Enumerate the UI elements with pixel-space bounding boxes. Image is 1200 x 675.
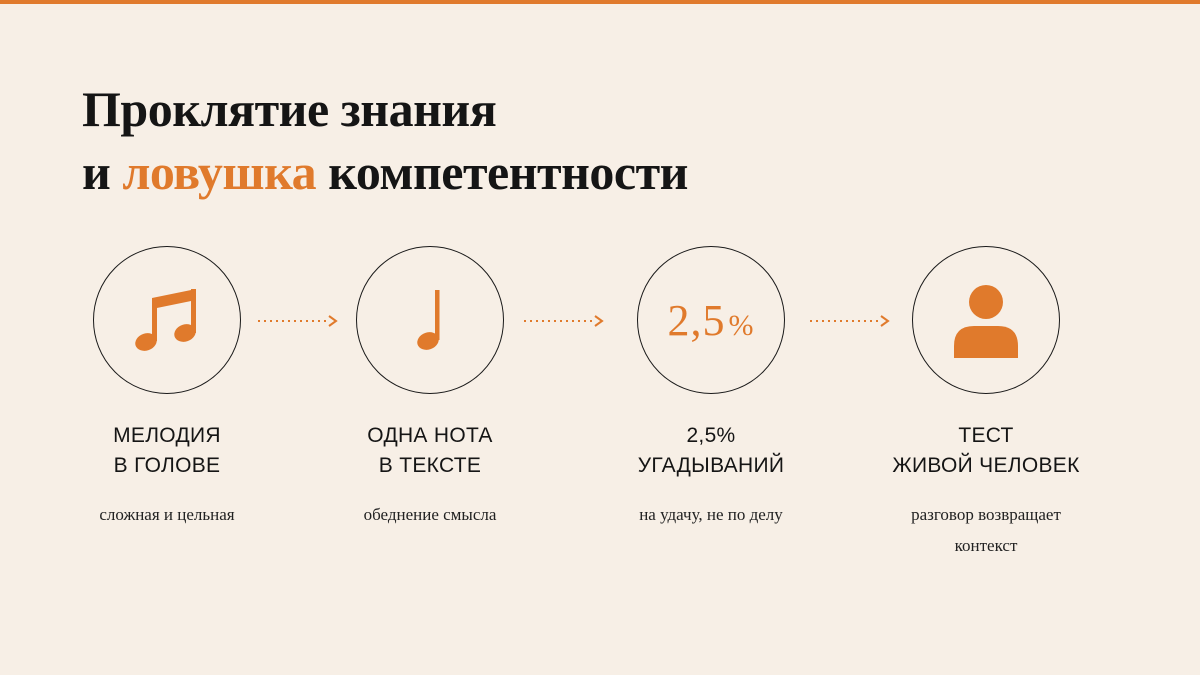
dotted-arrow	[524, 315, 604, 327]
step-label: 2,5% угадываний	[637, 424, 785, 477]
step-label: Тест живой человек	[892, 424, 1080, 477]
title-line-2-suffix: компетентности	[328, 144, 688, 200]
step-circle	[93, 246, 241, 394]
step-description: на удачу, не по делу	[639, 505, 783, 524]
percentage-value: 2,5%	[667, 295, 755, 345]
top-accent-line	[0, 0, 1200, 4]
title-line-1: Проклятие знания	[82, 81, 497, 137]
dotted-arrow	[810, 315, 890, 327]
step-label: Мелодия в голове	[113, 424, 221, 477]
title-line-2-prefix: и	[82, 144, 111, 200]
step-description: сложная и цельная	[99, 505, 235, 524]
step-circle: 2,5%	[637, 246, 785, 394]
title-accent-word: ловушка	[122, 144, 317, 200]
step-circle	[912, 246, 1060, 394]
step-description: разговор возвращает контекст	[911, 505, 1061, 555]
step-single-note: Одна нота в тексте обеднение смысла	[280, 246, 580, 530]
step-label: Одна нота в тексте	[367, 424, 493, 477]
step-guess-rate: 2,5% 2,5% угадываний на удачу, не по дел…	[561, 246, 861, 530]
person-icon	[954, 285, 1018, 358]
step-melody: Мелодия в голове сложная и цельная	[17, 246, 317, 530]
slide-title: Проклятие знания и ловушка компетентност…	[82, 78, 688, 204]
step-circle	[356, 246, 504, 394]
step-live-test: Тест живой человек разговор возвращает к…	[836, 246, 1136, 561]
single-note-icon	[417, 290, 440, 350]
dotted-arrow	[258, 315, 338, 327]
step-description: обеднение смысла	[363, 505, 497, 524]
music-notes-icon	[135, 289, 196, 351]
